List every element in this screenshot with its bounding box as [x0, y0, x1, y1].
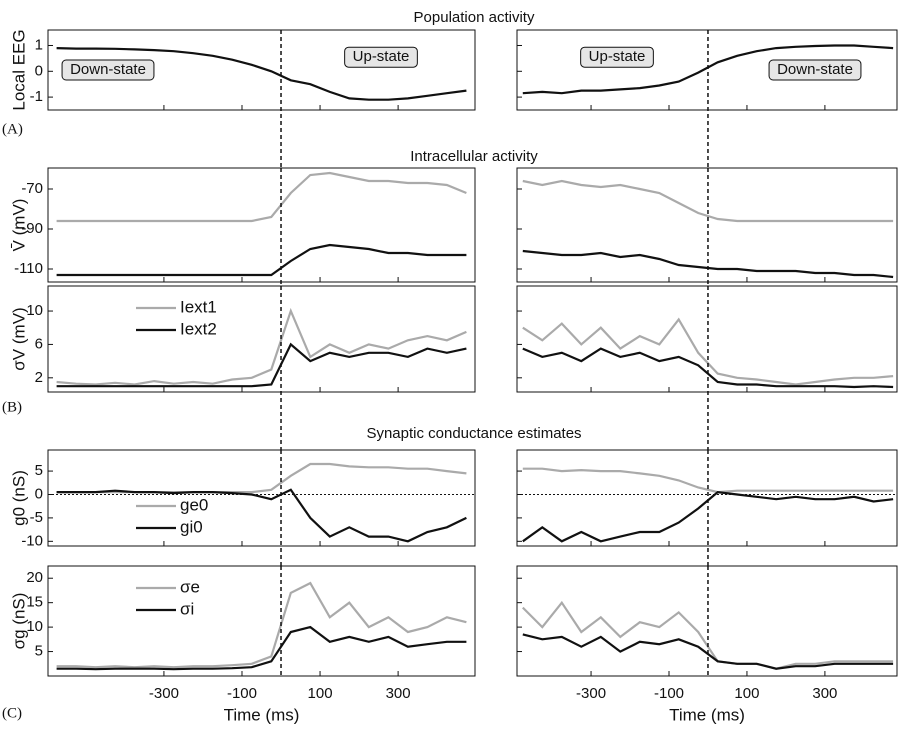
y-tick-label: -70 — [21, 180, 43, 197]
series-line — [56, 462, 467, 494]
series-line — [56, 47, 467, 101]
panel-label: (C) — [2, 705, 22, 721]
y-axis-label: σg (nS) — [9, 593, 28, 650]
y-tick-label: -5 — [30, 509, 43, 526]
legend-label: Iext1 — [180, 297, 217, 316]
y-tick-label: 6 — [35, 335, 43, 352]
section-title: Intracellular activity — [410, 148, 538, 165]
y-tick-label: -90 — [21, 220, 43, 237]
plot-frame — [47, 167, 476, 283]
x-axis-label: Time (ms) — [669, 705, 745, 724]
legend-label: ge0 — [180, 495, 208, 514]
annotation-text: Down-state — [777, 61, 853, 78]
x-tick-label: -300 — [149, 685, 179, 702]
y-axis-label: V̄ (mV) — [9, 199, 28, 252]
panel-label: (A) — [2, 121, 23, 137]
x-tick-label: 300 — [812, 685, 837, 702]
plot-frame — [47, 449, 476, 547]
y-axis-label: g0 (nS) — [9, 470, 28, 526]
series-line — [56, 171, 467, 223]
annotation-box — [768, 59, 862, 81]
plot-frame — [47, 565, 476, 677]
y-tick-label: -1 — [30, 88, 43, 105]
state-annotation: Down-state — [61, 59, 155, 81]
legend-label: σe — [180, 577, 200, 596]
series-line — [522, 179, 894, 223]
section-title: Synaptic conductance estimates — [366, 425, 581, 442]
state-annotation: Up-state — [344, 46, 418, 68]
plot-frame — [516, 167, 898, 283]
x-tick-label: -100 — [227, 685, 257, 702]
series-line — [56, 581, 467, 669]
y-tick-label: 2 — [35, 369, 43, 386]
x-tick-label: 100 — [308, 685, 333, 702]
annotation-box — [580, 46, 654, 68]
series-line — [522, 347, 894, 389]
annotation-box — [61, 59, 155, 81]
x-tick-label: 100 — [734, 685, 759, 702]
plot-frame — [516, 285, 898, 393]
panel-label: (B) — [2, 399, 22, 415]
legend-label: σi — [180, 599, 194, 618]
y-tick-label: 0 — [35, 62, 43, 79]
y-tick-label: 15 — [26, 594, 43, 611]
series-line — [522, 467, 894, 494]
plot-frame — [47, 285, 476, 393]
x-tick-label: -100 — [654, 685, 684, 702]
legend-label: Iext2 — [180, 319, 217, 338]
annotation-box — [344, 46, 418, 68]
y-tick-label: 5 — [35, 462, 43, 479]
y-axis-label: Local EEG — [9, 29, 28, 110]
y-tick-label: 1 — [35, 36, 43, 53]
y-tick-label: 0 — [35, 485, 43, 502]
section-title: Population activity — [414, 9, 535, 26]
state-annotation: Up-state — [580, 46, 654, 68]
y-tick-label: 10 — [26, 618, 43, 635]
y-tick-label: 20 — [26, 569, 43, 586]
series-line — [56, 488, 467, 543]
plot-frame — [516, 29, 898, 111]
series-line — [56, 625, 467, 671]
y-tick-label: -110 — [14, 260, 43, 277]
y-tick-label: 5 — [35, 643, 43, 660]
y-axis-label: σV (mV) — [9, 307, 28, 370]
annotation-text: Down-state — [70, 61, 146, 78]
x-axis-label: Time (ms) — [224, 705, 300, 724]
legend-label: gi0 — [180, 517, 203, 536]
plot-frame — [516, 449, 898, 547]
series-line — [56, 307, 467, 386]
x-tick-label: 300 — [386, 685, 411, 702]
state-annotation: Down-state — [768, 59, 862, 81]
x-tick-label: -300 — [576, 685, 606, 702]
series-line — [56, 243, 467, 277]
plot-frame — [47, 29, 476, 111]
annotation-text: Up-state — [589, 48, 646, 65]
plot-frame — [516, 565, 898, 677]
annotation-text: Up-state — [353, 48, 410, 65]
series-line — [56, 342, 467, 388]
y-tick-label: 10 — [26, 302, 43, 319]
y-tick-label: -10 — [21, 532, 43, 549]
